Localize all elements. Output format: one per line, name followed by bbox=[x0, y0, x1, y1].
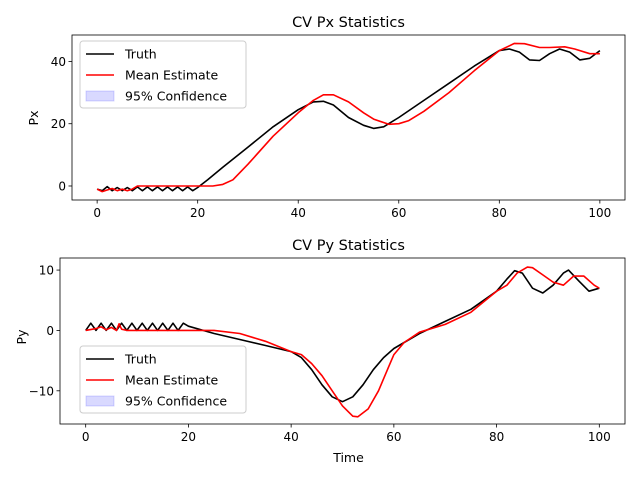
x-tick-label: 100 bbox=[588, 206, 611, 220]
y-tick-label: 0 bbox=[58, 179, 66, 193]
legend-label: Mean Estimate bbox=[125, 68, 219, 83]
plot-frame bbox=[59, 257, 626, 425]
legend-label: 95% Confidence bbox=[125, 394, 227, 409]
x-tick-label: 20 bbox=[181, 430, 196, 444]
x-tick-label: 60 bbox=[386, 430, 401, 444]
legend-label: 95% Confidence bbox=[125, 89, 227, 104]
x-tick-label: 60 bbox=[391, 206, 406, 220]
series-line-truth bbox=[85, 269, 600, 403]
y-tick-label: −10 bbox=[29, 384, 54, 398]
x-tick-label: 20 bbox=[190, 206, 205, 220]
legend-swatch bbox=[85, 395, 115, 407]
x-tick-label: 40 bbox=[291, 206, 306, 220]
px-y-axis-label: Px bbox=[26, 111, 41, 126]
px-chart-title: CV Px Statistics bbox=[292, 15, 405, 31]
px-subplot: CV Px Statistics Px 0 20 40 60 80 100 0 20 40 Tru… bbox=[26, 15, 626, 220]
y-tick-label: 40 bbox=[51, 55, 66, 69]
legend-swatch bbox=[85, 90, 115, 102]
py-subplot: CV Py Statistics Py Time 0 20 40 60 80 100−10… bbox=[14, 238, 626, 465]
legend: Truth Mean Estimate 95% Confidence bbox=[79, 40, 247, 109]
py-chart-title: CV Py Statistics bbox=[292, 238, 405, 254]
x-tick-label: 80 bbox=[492, 206, 507, 220]
py-y-axis-label: Py bbox=[14, 329, 29, 345]
x-tick-label: 0 bbox=[82, 430, 90, 444]
series-line-mean-estimate bbox=[85, 266, 600, 418]
legend-label: Mean Estimate bbox=[125, 373, 219, 388]
py-x-axis-label: Time bbox=[332, 450, 364, 465]
x-tick-label: 80 bbox=[489, 430, 504, 444]
legend: Truth Mean Estimate 95% Confidence bbox=[79, 345, 247, 414]
legend-label: Truth bbox=[124, 352, 157, 367]
series-line-mean-estimate bbox=[96, 42, 600, 193]
y-tick-label: 0 bbox=[46, 324, 54, 338]
x-tick-label: 0 bbox=[93, 206, 101, 220]
plot-frame bbox=[71, 34, 626, 201]
legend-label: Truth bbox=[124, 47, 157, 62]
y-tick-label: 10 bbox=[39, 264, 54, 278]
y-tick-label: 20 bbox=[51, 117, 66, 131]
x-tick-label: 100 bbox=[588, 430, 611, 444]
x-tick-label: 40 bbox=[283, 430, 298, 444]
